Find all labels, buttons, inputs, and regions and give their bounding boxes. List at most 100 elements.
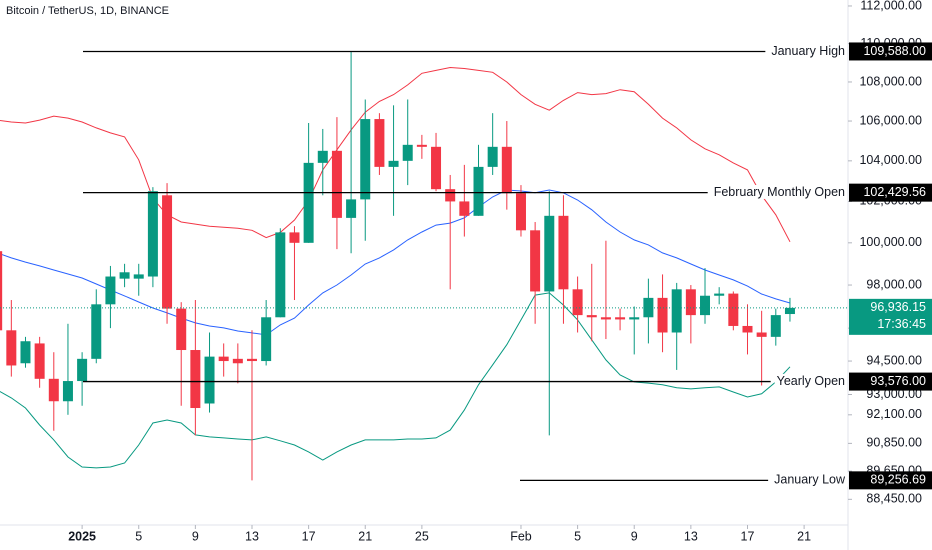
level-tag: [849, 42, 932, 61]
candle-body: [303, 162, 314, 243]
candle-body: [431, 146, 442, 190]
candle-body: [331, 150, 342, 218]
level-tag: [849, 372, 932, 391]
level-label: February Monthly Open: [714, 185, 845, 199]
level-tag-label: 102,429.56: [863, 185, 926, 199]
candle-body: [34, 343, 45, 379]
level-label-bg: [711, 184, 848, 199]
candle-body: [275, 232, 286, 318]
level-label: January High: [771, 44, 845, 58]
level-label-bg: [774, 373, 848, 388]
candle-body: [374, 119, 385, 167]
level-label: Yearly Open: [777, 374, 845, 388]
band-line: [0, 292, 791, 469]
candle-body: [629, 317, 640, 320]
candle-body: [756, 332, 767, 337]
level-tag-label: 89,256.69: [870, 473, 926, 487]
x-tick-label: 17: [302, 529, 316, 543]
y-tick-label: 108,000.00: [859, 74, 922, 88]
y-tick-label: 88,450.00: [866, 492, 922, 506]
last-price-label: 96,936.15: [870, 300, 926, 314]
x-tick-label: 13: [245, 529, 259, 543]
y-tick-label: 100,000.00: [859, 235, 922, 249]
candle-body: [770, 315, 781, 337]
candle-body: [530, 230, 541, 292]
candle-body: [473, 166, 484, 216]
x-tick-label: 5: [135, 529, 142, 543]
candle-body: [133, 274, 144, 279]
candle-body: [416, 144, 427, 147]
x-tick-label: 13: [684, 529, 698, 543]
x-tick-label: 9: [192, 529, 199, 543]
candle-body: [572, 289, 583, 316]
candle-body: [147, 191, 158, 277]
y-tick-label: 98,000.00: [866, 277, 922, 291]
candle-body: [48, 378, 59, 402]
x-tick-label: Feb: [510, 529, 532, 543]
x-tick-label: 17: [741, 529, 755, 543]
candle-body: [714, 293, 725, 296]
y-tick-label: 92,100.00: [866, 407, 922, 421]
candle-body: [190, 350, 201, 409]
candle-body: [600, 317, 611, 320]
candle-body: [6, 330, 17, 366]
candle-body: [360, 119, 371, 200]
candle-body: [784, 307, 795, 315]
candle-body: [20, 341, 31, 364]
candle-body: [445, 189, 456, 202]
candle-body: [487, 146, 498, 167]
level-tag-label: 93,576.00: [870, 374, 926, 388]
band-line: [0, 66, 791, 243]
candle-body: [0, 251, 3, 331]
candle-body: [671, 289, 682, 333]
y-tick-label: 90,850.00: [866, 436, 922, 450]
candle-body: [459, 201, 470, 216]
candle-body: [317, 150, 328, 163]
y-tick-label: 104,000.00: [859, 153, 922, 167]
candle-body: [544, 215, 555, 292]
candle-body: [515, 193, 526, 231]
candle-body: [261, 317, 272, 362]
x-tick-label: 21: [797, 529, 811, 543]
band-line: [0, 189, 791, 336]
candle-body: [91, 304, 102, 359]
candle-body: [119, 272, 130, 279]
y-tick-label: 112,000.00: [860, 0, 922, 12]
level-tag: [849, 471, 932, 490]
candle-body: [204, 356, 215, 404]
plot-area: [0, 51, 795, 481]
candle-body: [176, 308, 187, 351]
candle-body: [105, 276, 116, 305]
candle-body: [657, 297, 668, 333]
candle-body: [685, 289, 696, 316]
x-tick-label: 25: [415, 529, 429, 543]
candle-body: [742, 325, 753, 333]
candle-body: [586, 315, 597, 318]
last-price-tag: [849, 298, 932, 335]
candle-body: [728, 293, 739, 326]
candle-body: [289, 232, 300, 243]
x-tick-label: 9: [631, 529, 638, 543]
candle-body: [402, 144, 413, 161]
chart-title: Bitcoin / TetherUS, 1D, BINANCE: [6, 5, 169, 17]
level-tag: [849, 183, 932, 202]
x-tick-label: 5: [574, 529, 581, 543]
candle-body: [558, 215, 569, 290]
candle-body: [246, 358, 257, 362]
candle-body: [218, 356, 229, 362]
candle-body: [388, 160, 399, 167]
y-tick-label: 106,000.00: [859, 113, 922, 127]
y-tick-label: 94,500.00: [866, 353, 922, 367]
candle-body: [615, 317, 626, 320]
candle-body: [77, 358, 88, 382]
candle-body: [232, 358, 243, 364]
x-tick-label: 21: [358, 529, 372, 543]
x-tick-label: 2025: [68, 529, 96, 543]
candle-body: [700, 295, 711, 316]
level-label-bg: [769, 43, 848, 58]
candle-body: [346, 199, 357, 218]
candle-body: [162, 195, 173, 309]
candle-body: [501, 146, 512, 194]
